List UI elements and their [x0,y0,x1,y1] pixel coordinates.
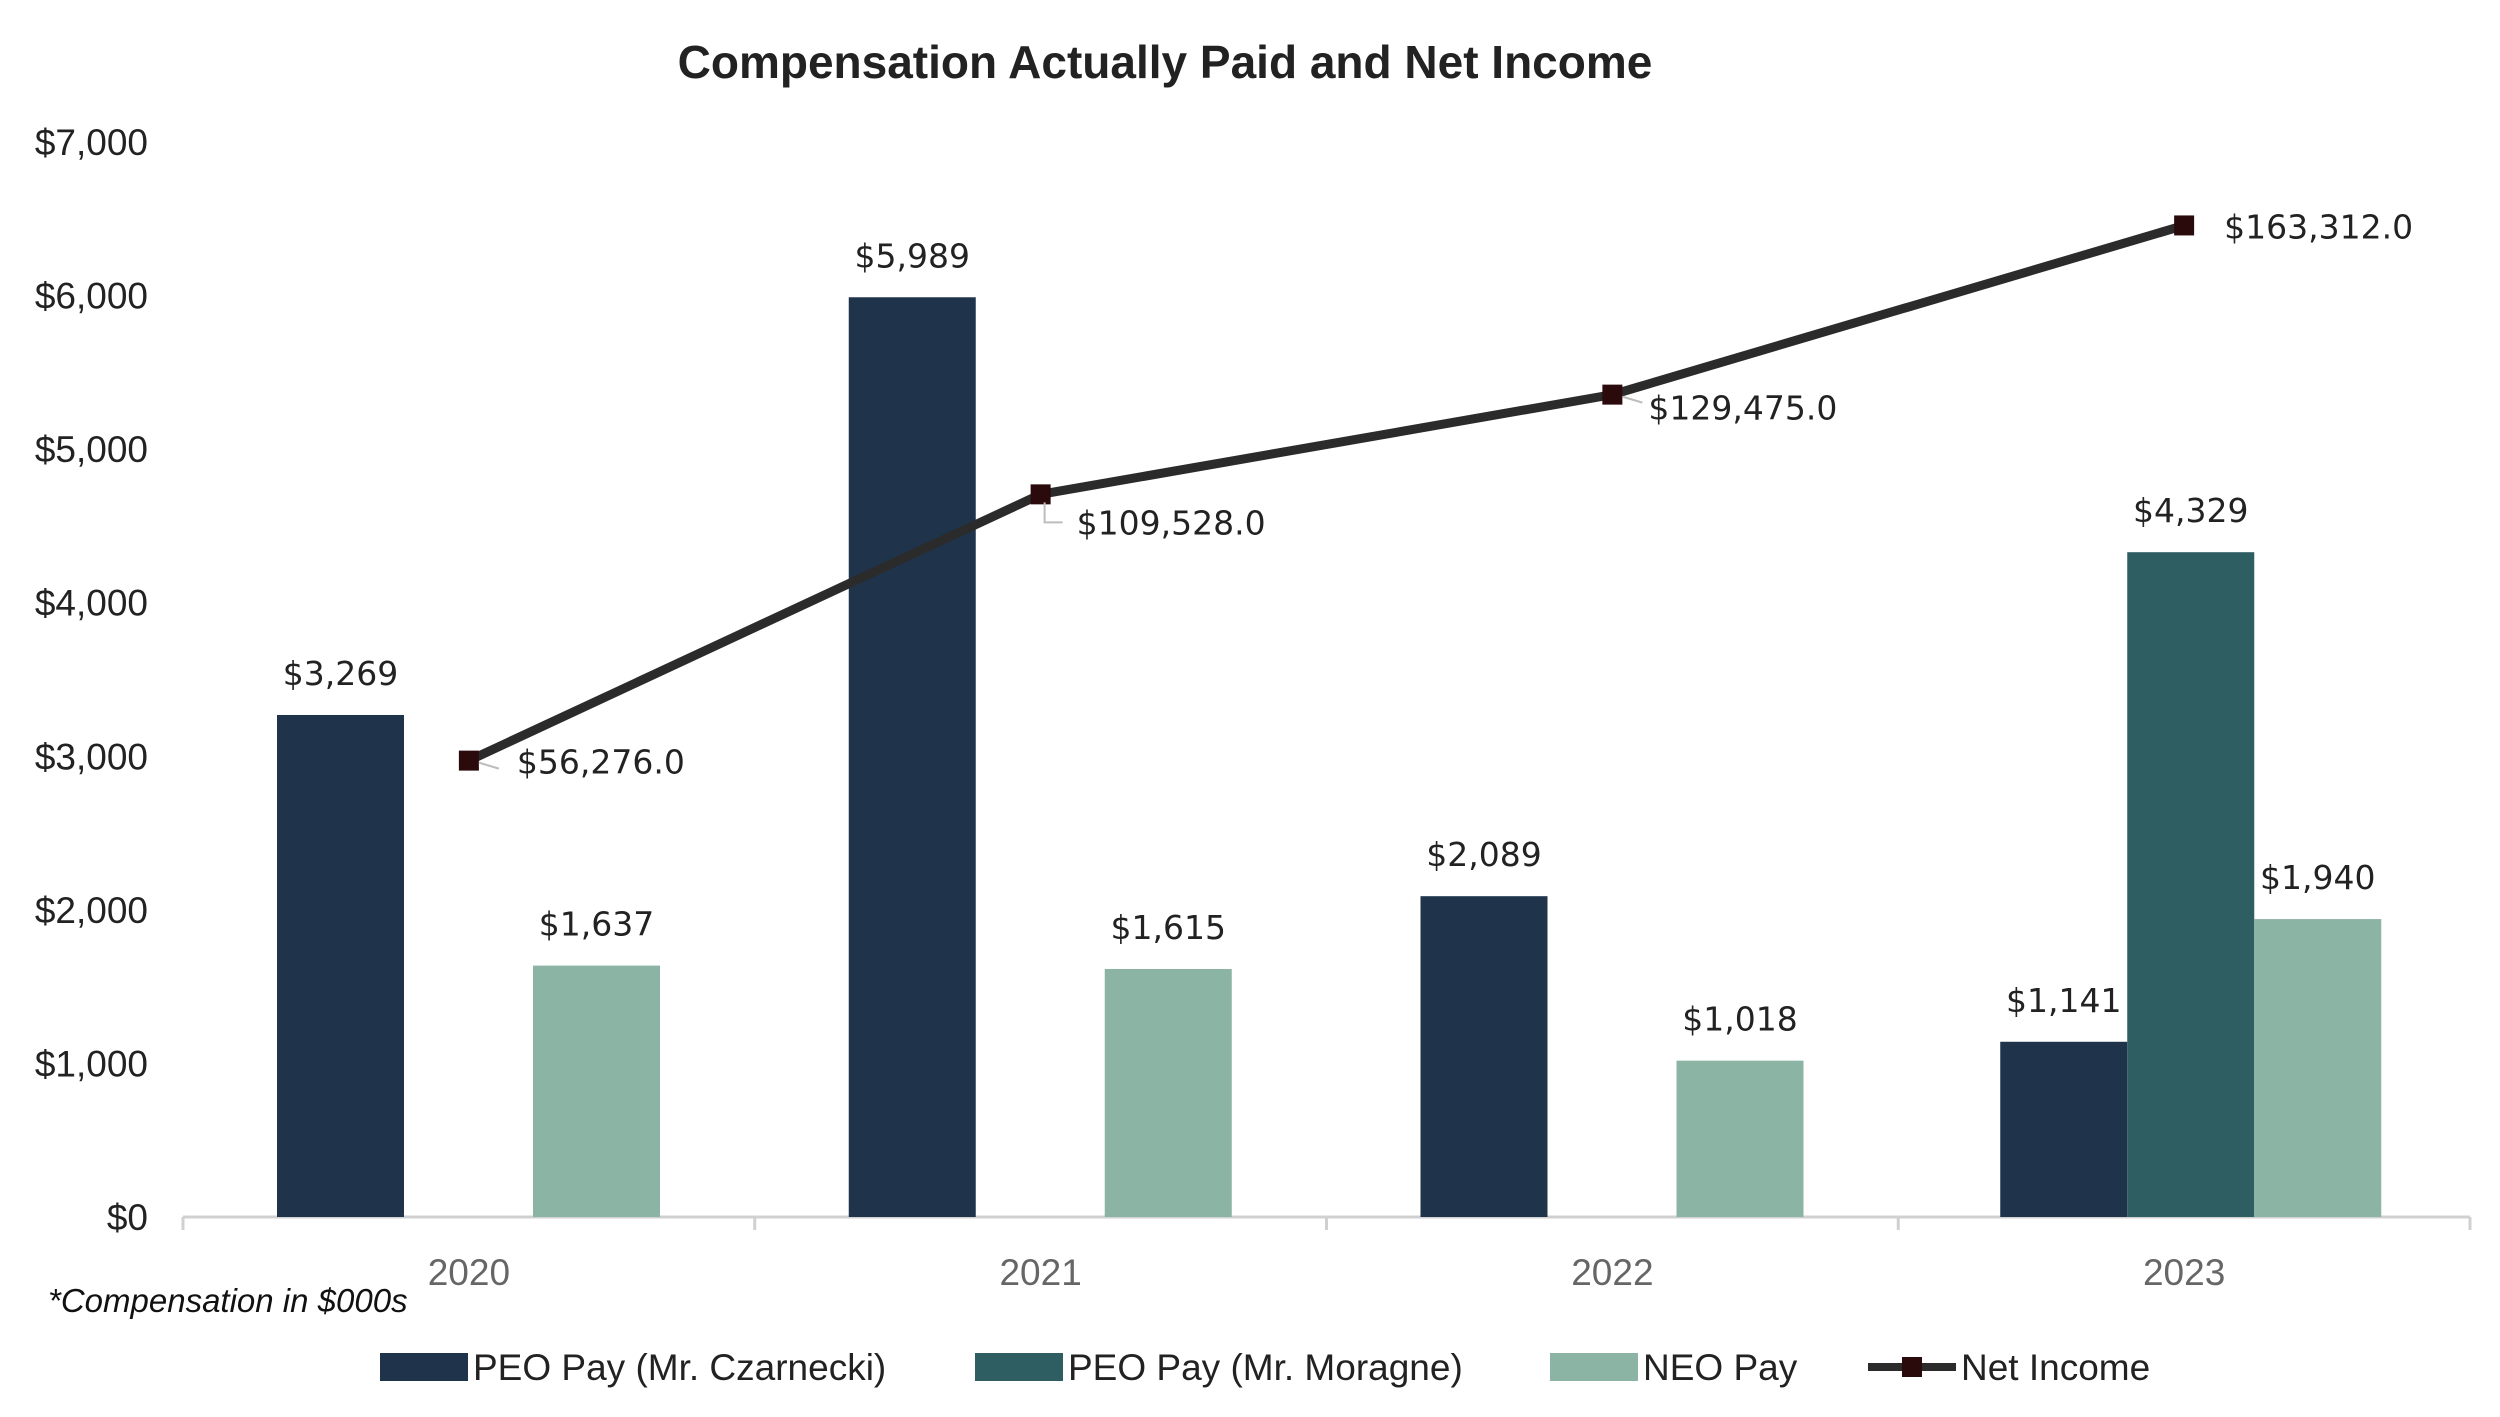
legend-item-neo-pay: NEO Pay [1550,1347,1798,1388]
legend-swatch-peo-pay-mr-czarnecki [380,1353,468,1381]
bar-label-peo-pay-mr-czarnecki-2021: $5,989 [855,236,970,275]
net-income-marker-2023 [2174,215,2195,236]
net-income-leader-2022 [1622,395,1643,404]
x-tick-label-2021: 2021 [999,1252,1081,1293]
bar-peo-pay-mr-czarnecki-2022 [1420,896,1548,1217]
legend-item-peo-pay-mr-czarnecki: PEO Pay (Mr. Czarnecki) [380,1347,886,1388]
bar-peo-pay-mr-czarnecki-2020 [277,714,404,1217]
net-income-leader-2021 [1043,502,1063,524]
compensation-note: *Compensation in $000s [48,1282,408,1319]
y-tick-label: $5,000 [35,429,148,470]
legend-label-net-income: Net Income [1961,1347,2150,1388]
net-income-label-2020: $56,276.0 [517,743,685,782]
x-tick-label-2020: 2020 [428,1252,510,1293]
y-tick-label: $4,000 [35,583,148,624]
bar-neo-pay-2022 [1676,1060,1804,1217]
chart-title: Compensation Actually Paid and Net Incom… [678,36,1653,88]
net-income-line: $56,276.0 $109,528.0 $129,475.0 $163,312.0 [458,207,2413,782]
bar-label-neo-pay-2023: $1,940 [2260,858,2375,897]
y-tick-label: $1,000 [35,1043,148,1084]
x-tick-label-2023: 2023 [2143,1252,2225,1293]
legend-item-net-income: Net Income [1868,1347,2150,1388]
bar-peo-pay-mr-moragne-2023 [2127,552,2255,1217]
net-income-marker-2022 [1602,384,1623,405]
legend-label-peo-pay-mr-czarnecki: PEO Pay (Mr. Czarnecki) [473,1347,886,1388]
y-tick-label: $0 [107,1197,148,1238]
y-tick-label: $7,000 [35,122,148,163]
bar-label-peo-pay-mr-moragne-2023: $4,329 [2133,491,2248,530]
legend-swatch-peo-pay-mr-moragne [975,1353,1063,1381]
x-tick-label-2022: 2022 [1571,1252,1653,1293]
bar-neo-pay-2020 [533,965,660,1217]
legend-item-peo-pay-mr-moragne: PEO Pay (Mr. Moragne) [975,1347,1463,1388]
net-income-label-2023: $163,312.0 [2224,207,2413,246]
y-tick-label: $6,000 [35,276,148,317]
net-income-label-2022: $129,475.0 [1648,389,1837,428]
bar-label-peo-pay-mr-czarnecki-2020: $3,269 [283,654,398,693]
legend: PEO Pay (Mr. Czarnecki) PEO Pay (Mr. Mora… [380,1347,2150,1388]
net-income-marker-2020 [458,750,479,771]
bar-neo-pay-2023 [2254,919,2382,1217]
bar-label-neo-pay-2021: $1,615 [1111,908,1226,947]
legend-label-neo-pay: NEO Pay [1643,1347,1798,1388]
bar-label-neo-pay-2022: $1,018 [1682,1000,1797,1039]
bar-label-neo-pay-2020: $1,637 [539,905,654,944]
y-tick-label: $2,000 [35,890,148,931]
bar-label-peo-pay-mr-czarnecki-2022: $2,089 [1426,835,1541,874]
x-axis: 2020 2021 2022 2023 [181,1215,2472,1293]
net-income-label-2021: $109,528.0 [1077,503,1266,542]
bars [277,297,2382,1217]
net-income-line-path [464,220,2189,766]
bar-labels: $3,269 $1,637 $5,989 $1,615 $2,089 $1,018 $1,1… [283,236,2376,1038]
bar-neo-pay-2021 [1104,968,1232,1217]
legend-swatch-neo-pay [1550,1353,1638,1381]
bar-peo-pay-mr-czarnecki-2023 [2000,1041,2128,1217]
y-tick-label: $3,000 [35,736,148,777]
legend-label-peo-pay-mr-moragne: PEO Pay (Mr. Moragne) [1068,1347,1463,1388]
bar-label-peo-pay-mr-czarnecki-2023: $1,141 [2006,981,2121,1020]
bar-peo-pay-mr-czarnecki-2021 [848,297,976,1217]
net-income-leader-2020 [478,761,500,770]
net-income-marker-2021 [1030,484,1051,505]
legend-marker-swatch [1902,1357,1922,1377]
y-axis: $0 $1,000 $2,000 $3,000 $4,000 $5,000 $6,000 $7… [35,122,148,1238]
